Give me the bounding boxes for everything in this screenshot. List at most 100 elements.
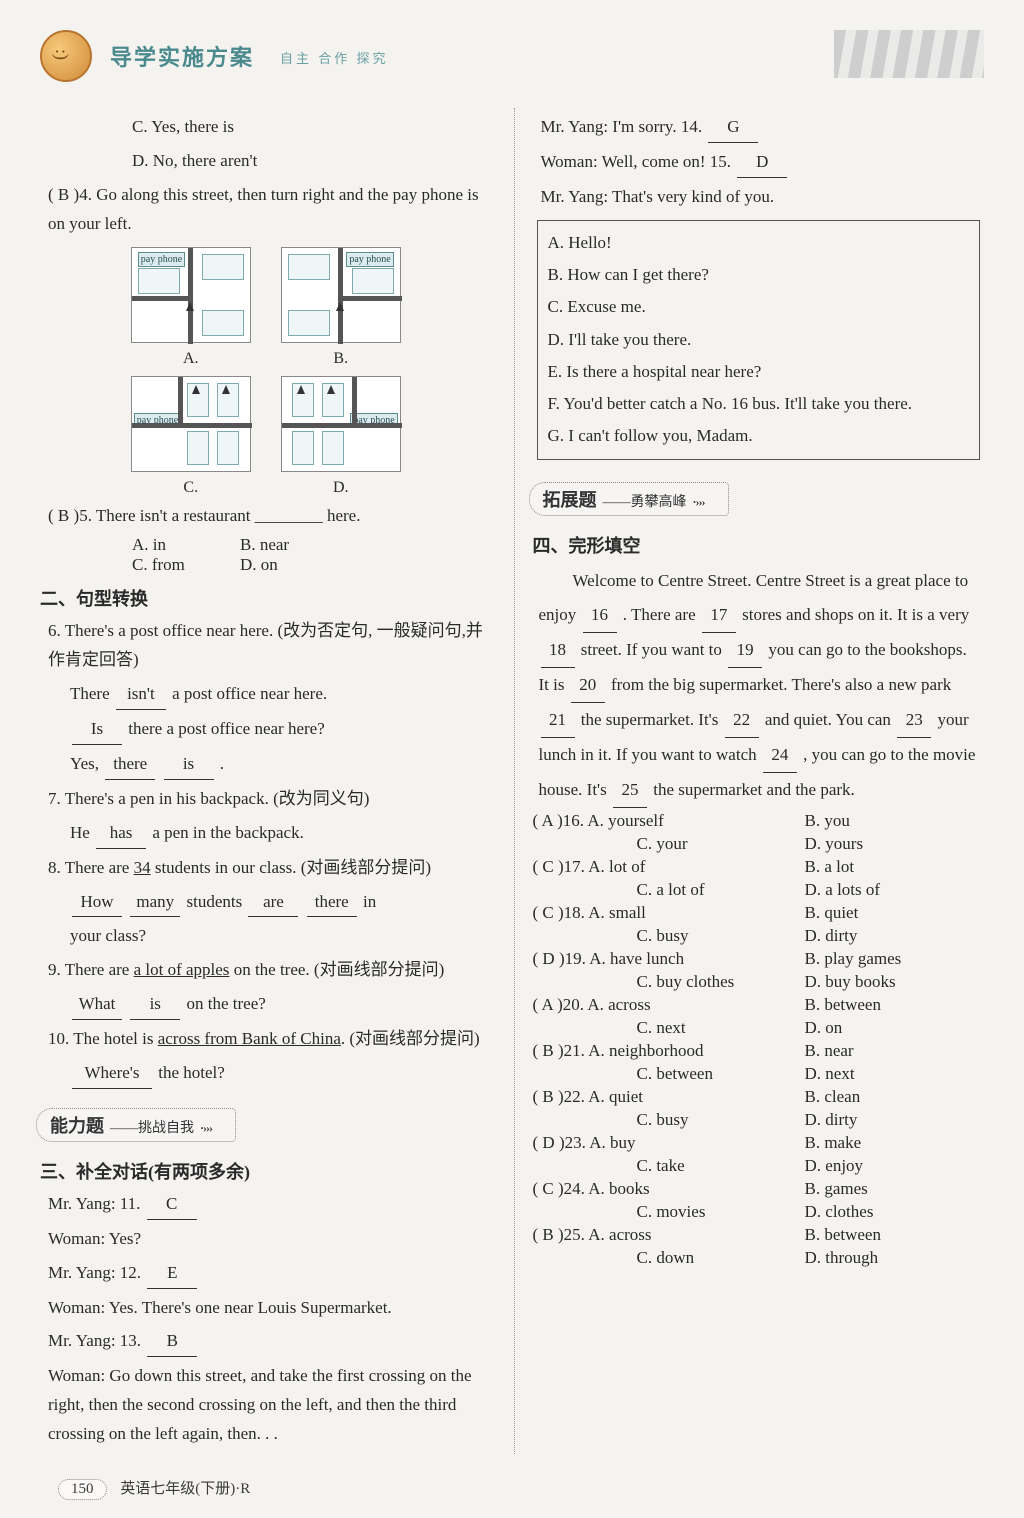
cloze-22-d: D. dirty (805, 1110, 858, 1130)
cloze-17-ans: C (542, 857, 553, 876)
cloze-16-left: ( A )16. A. yourself (533, 811, 805, 831)
dlg-15: Woman: Well, come on! 15. D (533, 148, 985, 178)
cloze-21-d: D. next (805, 1064, 855, 1084)
q7-l1c: a pen in the backpack. (152, 823, 304, 842)
cloze-22-a: A. quiet (588, 1087, 643, 1106)
dlg-13-blank: B (147, 1327, 197, 1357)
dlg-woman2: Woman: Yes. There's one near Louis Super… (40, 1294, 492, 1323)
q8-bl4: there (307, 888, 357, 918)
cloze-20-left: ( A )20. A. across (533, 995, 805, 1015)
q6-line1: There isn't a post office near here. (40, 680, 492, 710)
content-columns: C. Yes, there is D. No, there aren't ( B… (40, 108, 984, 1454)
cloze-opt-22-row2: C. busyD. dirty (533, 1110, 985, 1130)
cloze-17-c: C. a lot of (533, 880, 805, 900)
dlg-15a: Woman: Well, come on! 15. (541, 152, 732, 171)
cloze-25-ans: B (542, 1225, 553, 1244)
q6-l1c: a post office near here. (172, 684, 327, 703)
dlg-opt-f: F. You'd better catch a No. 16 bus. It'l… (548, 388, 970, 420)
q8-bl3: are (248, 888, 298, 918)
road-icon (352, 377, 357, 423)
cloze-opt-19-row1: ( D )19. A. have lunchB. play games (533, 949, 985, 969)
cloze-passage: Welcome to Centre Street. Centre Street … (533, 564, 985, 808)
q6-l3d: . (220, 754, 224, 773)
dlg-opt-a: A. Hello! (548, 227, 970, 259)
q4-maps-row1: pay phone A. pay phone (40, 247, 492, 368)
q6-stem: 6. There's a post office near here. (改为否… (40, 617, 492, 675)
cloze-opt-18-row2: C. busyD. dirty (533, 926, 985, 946)
cloze-opt-18-row1: ( C )18. A. smallB. quiet (533, 903, 985, 923)
cloze-opt-17-row1: ( C )17. A. lot ofB. a lot (533, 857, 985, 877)
dlg-11a: Mr. Yang: 11. (48, 1194, 140, 1213)
arrow-icon (336, 302, 344, 311)
q10-underline: across from Bank of China (158, 1029, 341, 1048)
q6-l3-blank1: there (105, 750, 155, 780)
cloze-17-left: ( C )17. A. lot of (533, 857, 805, 877)
building-icon (288, 310, 330, 336)
cloze-16-b: B. you (805, 811, 850, 831)
dlg-12a: Mr. Yang: 12. (48, 1263, 141, 1282)
road-icon (282, 423, 402, 428)
cloze-19-ans: D (542, 949, 554, 968)
q4-map-c: pay phone (131, 376, 251, 472)
q7-stem: 7. There's a pen in his backpack. (改为同义句… (40, 785, 492, 814)
cloze-18-left: ( C )18. A. small (533, 903, 805, 923)
cloze-b19: 19 (728, 633, 762, 668)
q5-opts-ab: A. in B. near (40, 535, 492, 555)
ability-badge-script: ——挑战自我 (110, 1121, 194, 1136)
q4-stem: ( B )4. Go along this street, then turn … (40, 181, 492, 239)
q5-stem: ( B )5. There isn't a restaurant _______… (40, 502, 492, 531)
q6-l1-blank: isn't (116, 680, 166, 710)
page-header: 导学实施方案 自主 合作 探究 (40, 30, 984, 90)
page-footer: 150 英语七年级(下册)·R (58, 1477, 250, 1500)
cloze-b23: 23 (897, 703, 931, 738)
cloze-24-ans: C (542, 1179, 553, 1198)
cloze-opt-25-row2: C. downD. through (533, 1248, 985, 1268)
q4-map-a-cell: pay phone A. (131, 247, 251, 368)
cloze-23-ans: D (542, 1133, 554, 1152)
cloze-21-b: B. near (805, 1041, 854, 1061)
building-icon (217, 431, 239, 465)
q7-l1a: He (70, 823, 90, 842)
cloze-21-left: ( B )21. A. neighborhood (533, 1041, 805, 1061)
cloze-24-d: D. clothes (805, 1202, 874, 1222)
cloze-17-a: A. lot of (588, 857, 645, 876)
q9-bl1: What (72, 990, 122, 1020)
cloze-b24: 24 (763, 738, 797, 773)
dlg-opt-b: B. How can I get there? (548, 259, 970, 291)
cloze-opt-22-row1: ( B )22. A. quietB. clean (533, 1087, 985, 1107)
q8-underline: 34 (134, 858, 151, 877)
dlg-opt-g: G. I can't follow you, Madam. (548, 420, 970, 452)
q6-l2-blank: Is (72, 715, 122, 745)
arrow-icon (297, 385, 305, 394)
cloze-22-b: B. clean (805, 1087, 861, 1107)
dlg-woman3: Woman: Go down this street, and take the… (40, 1362, 492, 1449)
footer-text: 英语七年级(下册)·R (120, 1481, 250, 1497)
q8-line1: How many students are there in (40, 888, 492, 918)
cloze-b21: 21 (541, 703, 575, 738)
cloze-options-list: ( A )16. A. yourselfB. youC. yourD. your… (533, 811, 985, 1268)
building-icon (202, 254, 244, 280)
cloze-20-c: C. next (533, 1018, 805, 1038)
header-stripes-decor (834, 30, 984, 78)
q7-l1-blank: has (96, 819, 146, 849)
cloze-22-left: ( B )22. A. quiet (533, 1087, 805, 1107)
q10-b: . (对画线部分提问) (341, 1029, 480, 1048)
cloze-16-a: A. yourself (587, 811, 663, 830)
cloze-21-a: A. neighborhood (588, 1041, 703, 1060)
q8-bl1: How (72, 888, 122, 918)
cloze-p11: the supermarket and the park. (649, 780, 855, 799)
extension-badge-script: ——勇攀高峰 (603, 495, 687, 510)
cloze-indent (539, 571, 573, 590)
cloze-opt-21-row2: C. betweenD. next (533, 1064, 985, 1084)
cloze-opt-20-row2: C. nextD. on (533, 1018, 985, 1038)
dlg-11: Mr. Yang: 11. C (40, 1190, 492, 1220)
cloze-opt-20-row1: ( A )20. A. acrossB. between (533, 995, 985, 1015)
cloze-17-d: D. a lots of (805, 880, 881, 900)
cloze-opt-19-row2: C. buy clothesD. buy books (533, 972, 985, 992)
dlg-15-blank: D (737, 148, 787, 178)
q4-map-d: pay phone (281, 376, 401, 472)
dlg-13a: Mr. Yang: 13. (48, 1331, 141, 1350)
cloze-b17: 17 (702, 598, 736, 633)
section2-heading: 二、句型转换 (40, 585, 492, 611)
cloze-19-d: D. buy books (805, 972, 896, 992)
